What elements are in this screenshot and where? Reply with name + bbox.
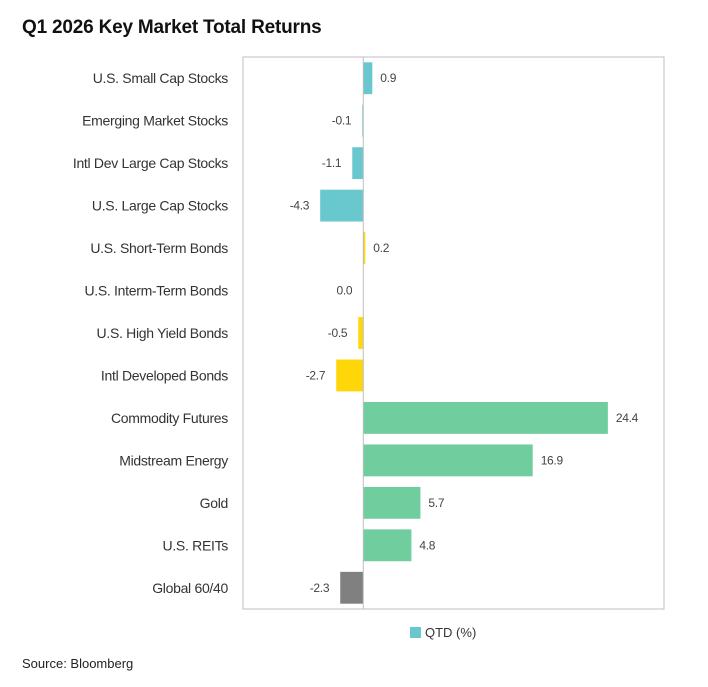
data-label: -1.1 — [322, 156, 342, 170]
data-label: -2.7 — [306, 368, 326, 382]
bar — [358, 317, 364, 349]
chart-title: Q1 2026 Key Market Total Returns — [22, 17, 322, 38]
legend-swatch — [410, 627, 421, 638]
bar — [336, 359, 364, 392]
category-label: U.S. REITs — [163, 537, 229, 553]
category-label: U.S. High Yield Bonds — [97, 325, 229, 341]
data-label: -4.3 — [290, 199, 310, 213]
category-label: Emerging Market Stocks — [82, 113, 228, 129]
legend-label: QTD (%) — [425, 625, 477, 640]
category-label: Commodity Futures — [111, 410, 228, 426]
category-label: Intl Developed Bonds — [101, 367, 228, 383]
bar — [363, 486, 421, 519]
category-label: U.S. Interm-Term Bonds — [84, 283, 228, 299]
bar — [363, 402, 608, 434]
category-label: U.S. Short-Term Bonds — [90, 240, 228, 256]
legend: QTD (%) — [410, 625, 476, 640]
category-label: Midstream Energy — [119, 452, 228, 468]
data-label: 0.0 — [336, 284, 352, 298]
bar — [362, 104, 364, 137]
data-label: -2.3 — [310, 581, 330, 595]
data-label: 16.9 — [541, 453, 564, 467]
bar — [320, 189, 364, 222]
data-label: -0.1 — [332, 114, 352, 128]
source-note: Source: Bloomberg — [22, 656, 134, 671]
data-label: 0.9 — [380, 71, 396, 85]
category-label: Intl Dev Large Cap Stocks — [73, 155, 228, 171]
data-label: -0.5 — [328, 326, 348, 340]
plot-frame — [242, 56, 665, 610]
category-label: Gold — [200, 495, 228, 511]
bar — [363, 529, 412, 562]
data-label: 24.4 — [616, 411, 639, 425]
category-label: Global 60/40 — [152, 580, 228, 596]
bar — [363, 232, 366, 264]
data-label: 5.7 — [428, 496, 444, 510]
data-label: 4.8 — [419, 538, 435, 552]
category-label: U.S. Large Cap Stocks — [92, 198, 228, 214]
bar — [363, 444, 533, 477]
bar — [352, 147, 364, 180]
bar — [363, 62, 373, 95]
data-label: 0.2 — [373, 241, 389, 255]
bar — [340, 571, 364, 604]
category-label: U.S. Small Cap Stocks — [93, 70, 229, 86]
